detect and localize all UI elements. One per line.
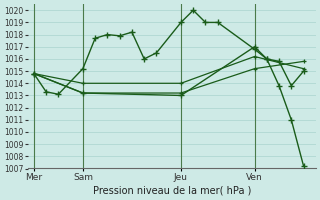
X-axis label: Pression niveau de la mer( hPa ): Pression niveau de la mer( hPa ) <box>92 186 251 196</box>
